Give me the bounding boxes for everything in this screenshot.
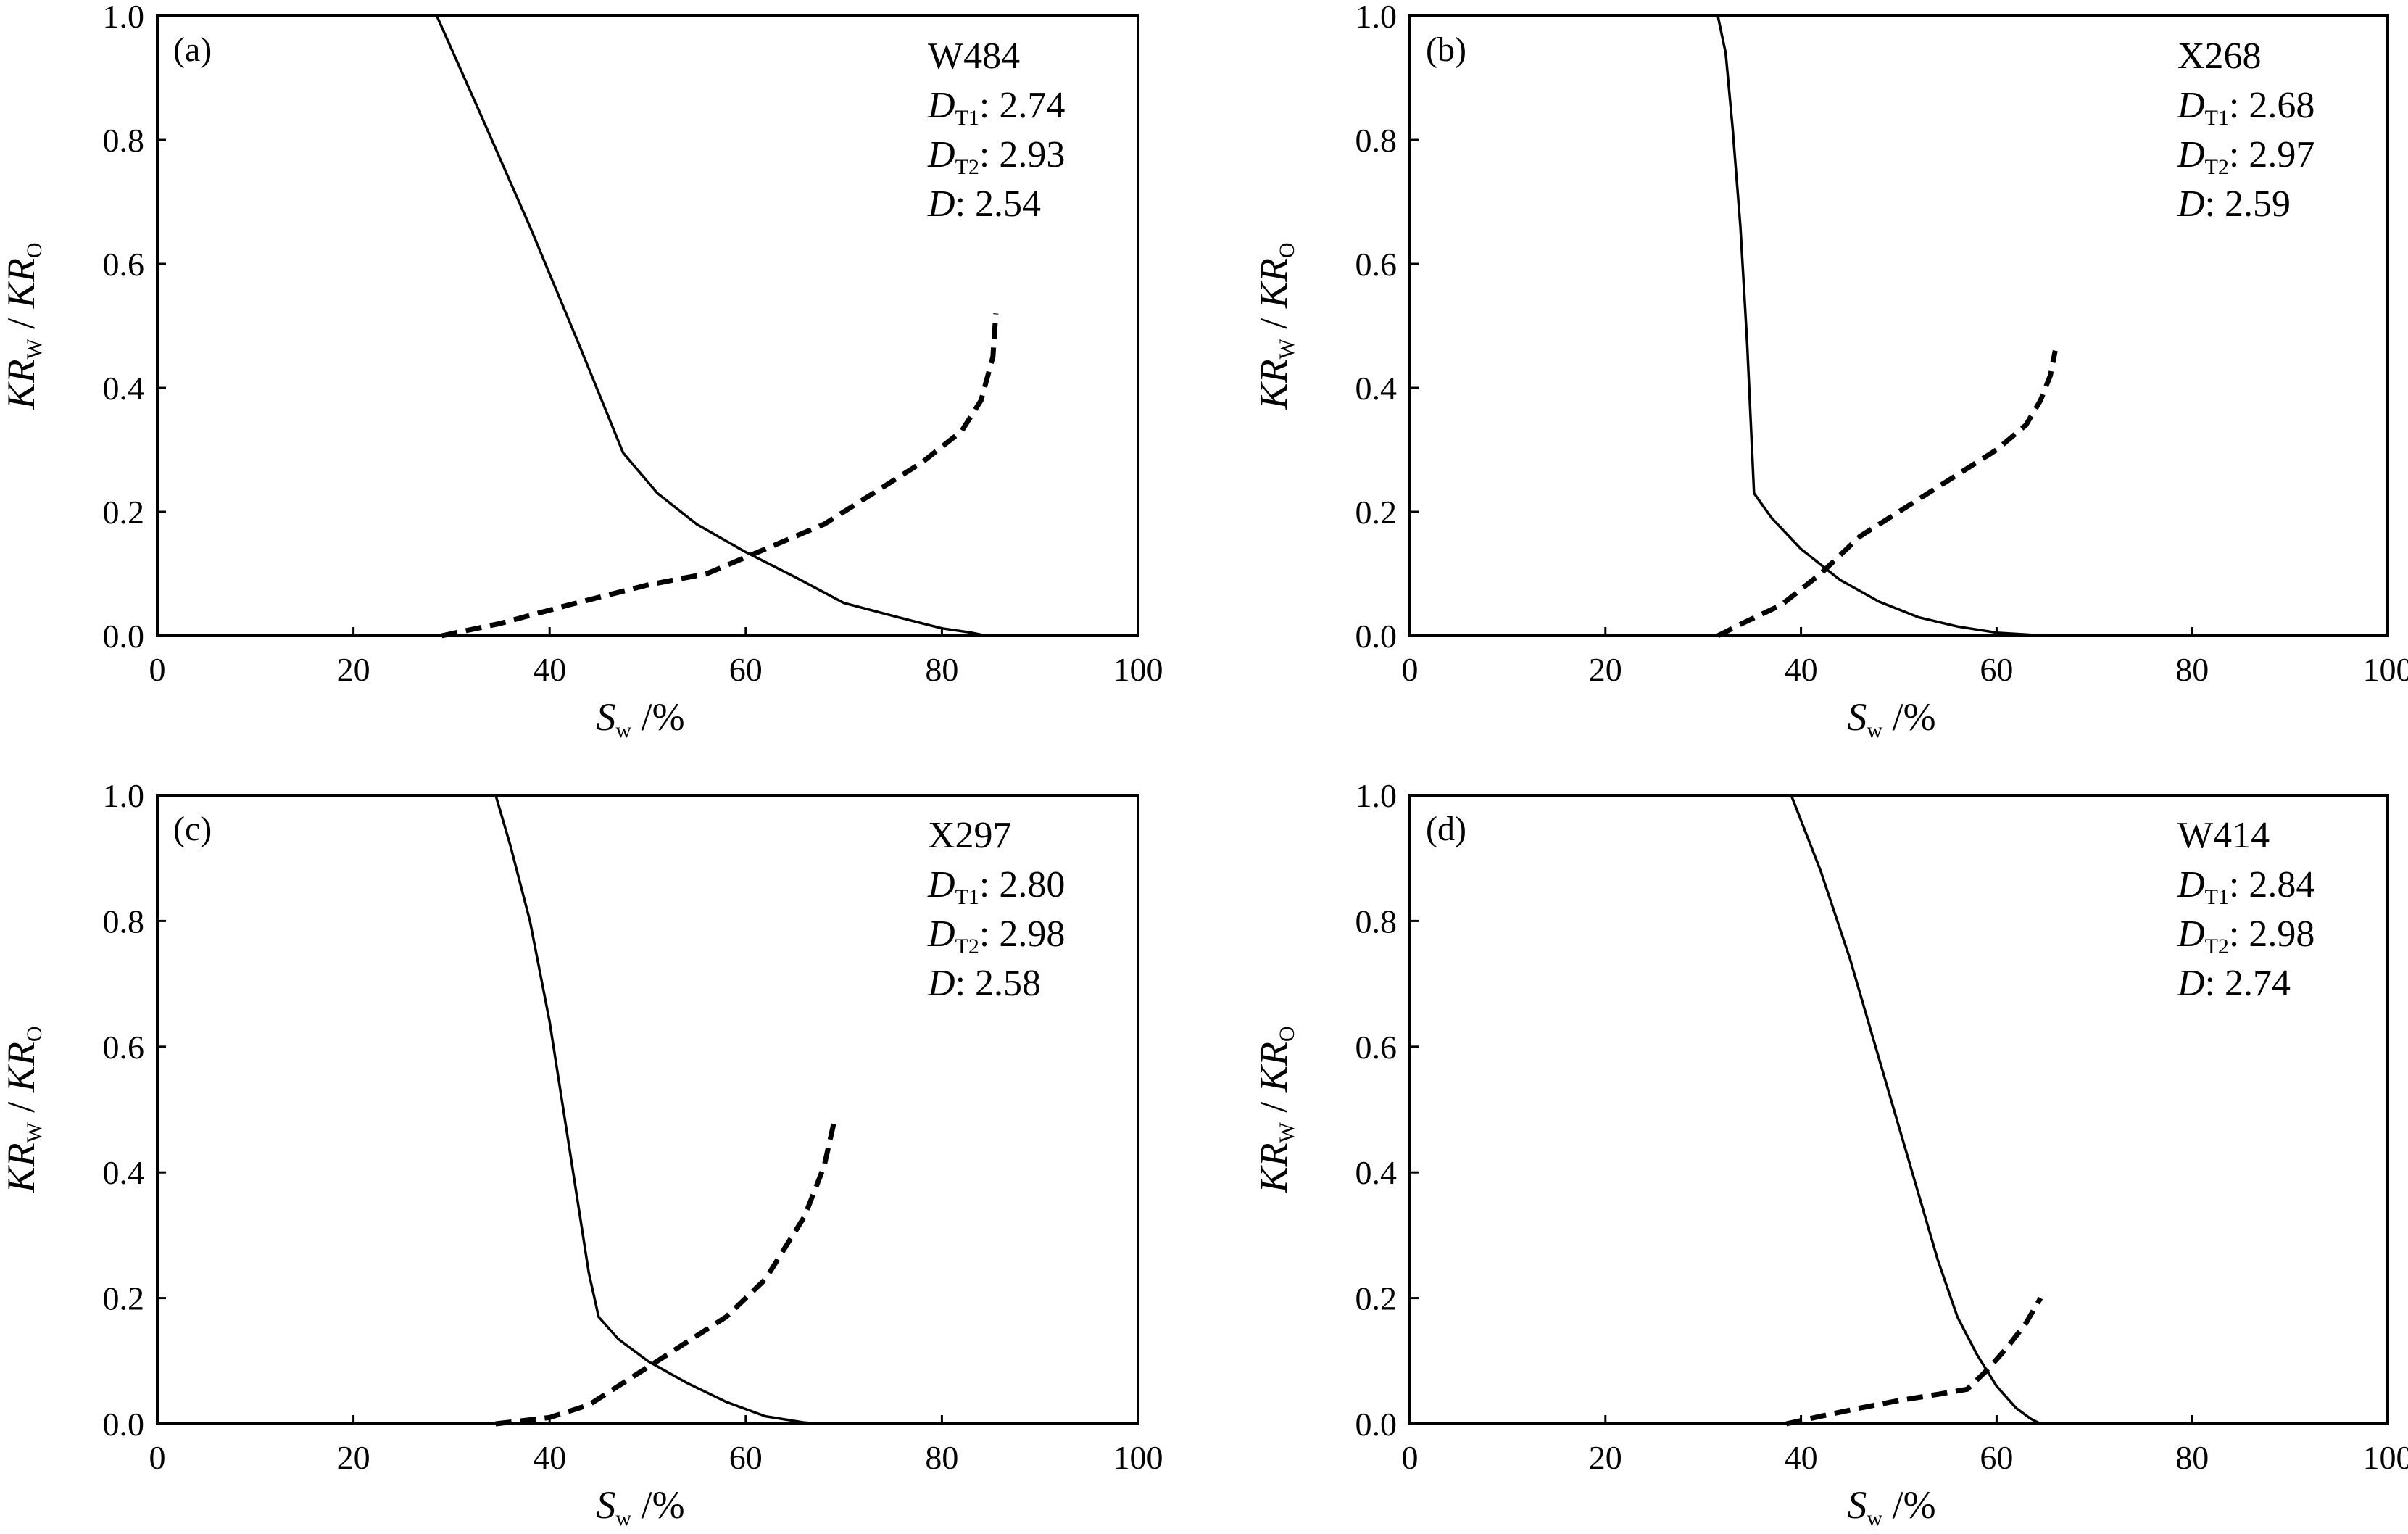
y-tick-label: 1.0: [1355, 0, 1398, 35]
panel-label: (c): [173, 810, 212, 848]
well-name: W414: [2177, 815, 2270, 856]
chart-panel-c: 0 20 40 60 80 100 0.0 0.2 0.4 0.6 0.8 1.0 Sw /% KRW /…: [0, 777, 1163, 1530]
fractal-param-t2: DT2: 2.97: [2177, 134, 2314, 179]
well-name: W484: [928, 36, 1020, 77]
fractal-param-t2: DT2: 2.98: [2177, 913, 2314, 958]
y-axis-label: KRW / KRO: [0, 1026, 46, 1193]
x-tick-label: 0: [149, 651, 166, 688]
kro-curve: [436, 15, 987, 637]
kro-curve: [494, 795, 820, 1425]
krw-curve: [1785, 1296, 2043, 1427]
y-tick-label: 0.6: [103, 246, 145, 283]
x-tick-label: 60: [729, 651, 763, 688]
x-tick-label: 60: [1980, 1439, 2013, 1476]
y-tick-label: 1.0: [103, 0, 145, 35]
chart-panel-d: 0 20 40 60 80 100 0.0 0.2 0.4 0.6 0.8 1.0 Sw /% KRW /…: [1252, 777, 2408, 1530]
y-tick-label: 0.2: [103, 494, 145, 531]
x-tick-label: 0: [149, 1439, 166, 1476]
krw-curve: [1716, 350, 2058, 639]
y-axis-label: KRW / KRO: [0, 242, 46, 410]
x-tick-label: 60: [1980, 651, 2013, 688]
x-tick-label: 40: [1785, 651, 1818, 688]
y-tick-label: 0.0: [103, 1406, 145, 1443]
y-tick-label: 0.6: [1355, 246, 1398, 283]
x-tick-label: 100: [1113, 1439, 1163, 1476]
y-tick-label: 0.2: [103, 1280, 145, 1317]
x-tick-label: 100: [2363, 1439, 2408, 1476]
well-name: X268: [2177, 36, 2262, 77]
x-tick-label: 20: [1589, 1439, 1622, 1476]
y-tick-label: 0.4: [1355, 1154, 1398, 1191]
fractal-param-t1: DT1: 2.74: [927, 85, 1065, 130]
y-tick-label: 0.8: [103, 122, 145, 159]
y-tick-label: 0.8: [103, 903, 145, 940]
y-tick-label: 0.4: [103, 1154, 145, 1191]
x-tick-label: 100: [1113, 651, 1163, 688]
kro-curve: [1716, 15, 2046, 637]
fractal-param-d: D: 2.58: [927, 963, 1041, 1004]
krw-curve: [495, 1122, 837, 1427]
plot-frame: [156, 14, 1139, 637]
y-tick-label: 1.0: [103, 777, 145, 814]
well-name: X297: [928, 815, 1012, 856]
y-tick-label: 0.2: [1355, 494, 1398, 531]
x-tick-label: 40: [533, 1439, 566, 1476]
y-tick-label: 0.0: [1355, 1406, 1398, 1443]
x-tick-label: 60: [729, 1439, 763, 1476]
x-axis-label: Sw /%: [1847, 695, 1935, 742]
x-tick-label: 80: [2175, 651, 2209, 688]
x-axis-label: Sw /%: [596, 695, 684, 742]
fractal-param-d: D: 2.74: [2177, 963, 2291, 1004]
chart-panel-a: 0 20 40 60 80 100 0.0 0.2 0.4 0.6 0.8 1.0 Sw /% KRW /…: [0, 0, 1163, 742]
y-axis-label: KRW / KRO: [1252, 1026, 1299, 1193]
y-tick-label: 0.4: [103, 370, 145, 407]
y-tick-label: 0.8: [1355, 903, 1398, 940]
fractal-param-t2: DT2: 2.98: [927, 913, 1065, 958]
x-tick-label: 80: [925, 1439, 958, 1476]
y-tick-label: 0.8: [1355, 122, 1398, 159]
y-tick-label: 0.0: [1355, 618, 1398, 655]
panel-label: (d): [1426, 810, 1466, 848]
y-tick-label: 0.6: [1355, 1029, 1398, 1066]
y-tick-label: 0.2: [1355, 1280, 1398, 1317]
fractal-param-d: D: 2.54: [927, 183, 1041, 225]
panel-label: (a): [173, 30, 212, 69]
chart-panel-b: 0 20 40 60 80 100 0.0 0.2 0.4 0.6 0.8 1.0 Sw /% KRW /…: [1252, 0, 2408, 742]
y-axis-label: KRW / KRO: [1252, 242, 1299, 410]
fractal-param-t1: DT1: 2.68: [2177, 85, 2314, 130]
y-tick-label: 0.0: [103, 618, 145, 655]
plot-frame: [156, 794, 1139, 1425]
kro-curve: [1790, 795, 2041, 1425]
x-axis-label: Sw /%: [596, 1483, 684, 1530]
x-tick-label: 0: [1402, 1439, 1419, 1476]
fractal-param-t2: DT2: 2.93: [927, 134, 1065, 179]
x-tick-label: 80: [925, 651, 958, 688]
y-tick-label: 1.0: [1355, 777, 1398, 814]
fractal-param-d: D: 2.59: [2177, 183, 2291, 225]
plot-frame: [1408, 794, 2389, 1425]
x-tick-label: 0: [1402, 651, 1419, 688]
y-tick-label: 0.4: [1355, 370, 1398, 407]
krw-curve: [441, 313, 999, 639]
x-axis-label: Sw /%: [1847, 1483, 1935, 1530]
x-tick-label: 40: [533, 651, 566, 688]
panel-label: (b): [1426, 30, 1466, 69]
x-tick-label: 20: [337, 1439, 370, 1476]
x-tick-label: 20: [337, 651, 370, 688]
y-tick-label: 0.6: [103, 1029, 145, 1066]
fractal-param-t1: DT1: 2.84: [2177, 864, 2314, 909]
x-tick-label: 40: [1785, 1439, 1818, 1476]
fractal-param-t1: DT1: 2.80: [927, 864, 1065, 909]
x-tick-label: 20: [1589, 651, 1622, 688]
x-tick-label: 80: [2175, 1439, 2209, 1476]
x-tick-label: 100: [2363, 651, 2408, 688]
plot-frame: [1408, 14, 2389, 637]
